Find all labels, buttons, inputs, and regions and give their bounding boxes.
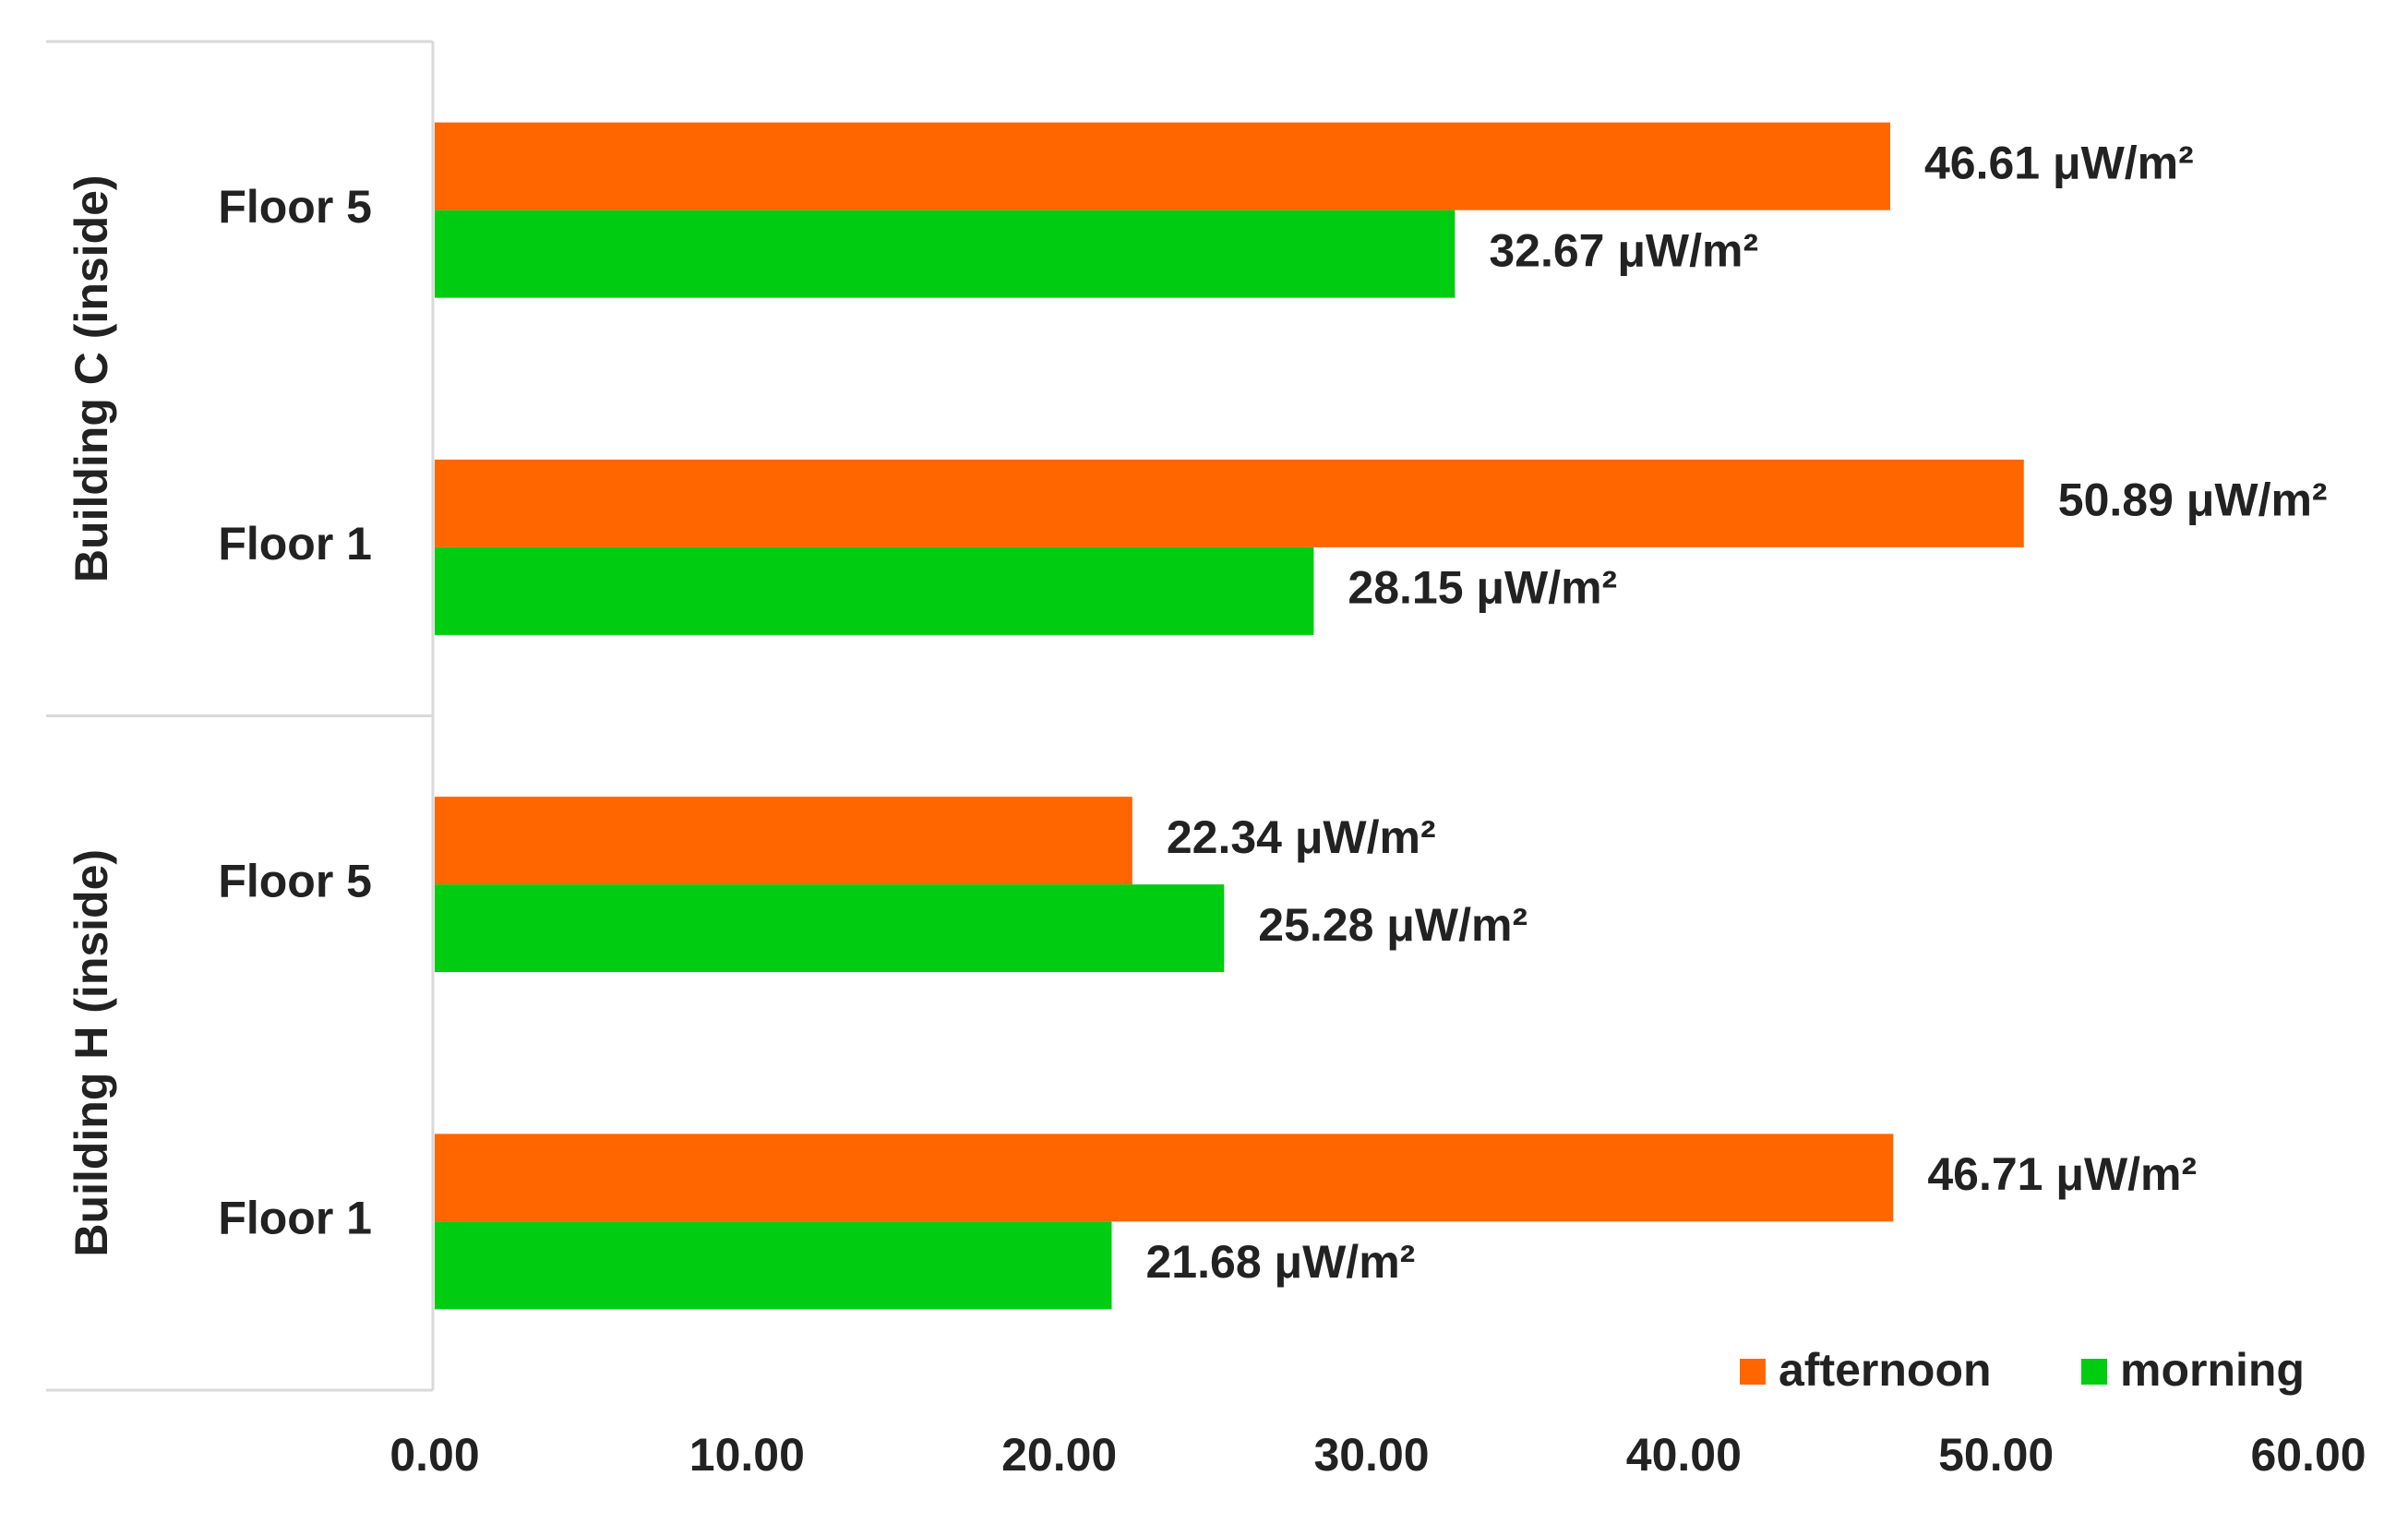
bar (435, 210, 1456, 298)
group-label: Building H (inside) (66, 849, 117, 1257)
category-label: Floor 1 (218, 518, 372, 570)
x-tick-label: 0.00 (389, 1429, 479, 1481)
x-tick-label: 30.00 (1313, 1429, 1429, 1481)
category-label: Floor 1 (218, 1193, 372, 1244)
value-label: 32.67 μW/m² (1489, 224, 1758, 276)
legend-label: afternoon (1779, 1344, 1992, 1396)
bar (435, 1221, 1112, 1310)
x-tick-label: 20.00 (1001, 1429, 1117, 1481)
legend-swatch (1740, 1359, 1766, 1385)
x-tick-label: 40.00 (1626, 1429, 1742, 1481)
value-label: 28.15 μW/m² (1348, 562, 1617, 614)
value-label: 46.61 μW/m² (1924, 137, 2194, 188)
legend-label: morning (2120, 1344, 2305, 1396)
legend-swatch (2081, 1359, 2107, 1385)
category-label: Floor 5 (218, 181, 372, 233)
bar (435, 884, 1225, 973)
bar (435, 122, 1890, 210)
bar (435, 459, 2024, 547)
bar (435, 546, 1314, 635)
value-label: 50.89 μW/m² (2058, 474, 2328, 526)
bar (435, 797, 1132, 885)
category-label: Floor 5 (218, 855, 372, 906)
group-label: Building C (inside) (66, 174, 117, 582)
x-tick-label: 10.00 (689, 1429, 805, 1481)
value-label: 21.68 μW/m² (1146, 1236, 1416, 1288)
value-label: 46.71 μW/m² (1927, 1148, 2197, 1200)
x-tick-label: 50.00 (1938, 1429, 2054, 1481)
bar (435, 1134, 1894, 1222)
value-label: 22.34 μW/m² (1167, 811, 1436, 863)
x-tick-label: 60.00 (2250, 1429, 2366, 1481)
value-label: 25.28 μW/m² (1258, 899, 1527, 951)
